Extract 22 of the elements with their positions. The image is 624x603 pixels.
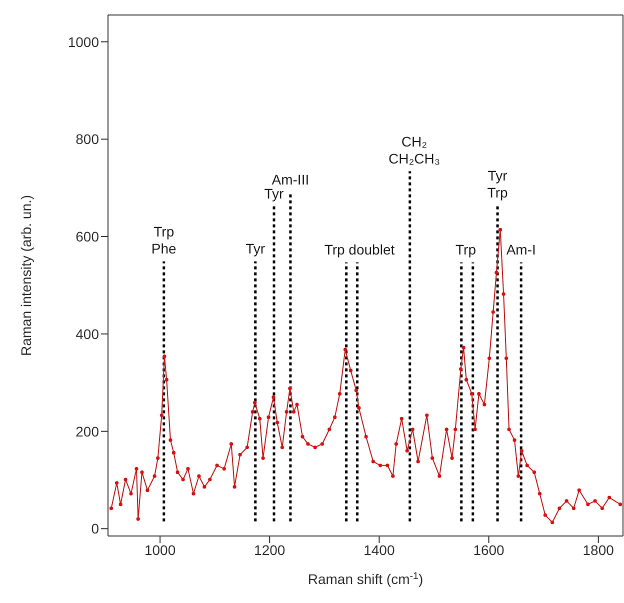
annotation: Trp Phe [151,223,177,256]
x-tick-label: 1600 [473,542,505,558]
x-tick-label: 1400 [364,542,395,558]
annotation: Tyr [246,240,266,256]
y-tick-label: 600 [76,228,100,245]
annotation: Am-I [506,241,536,258]
annotation: CH₂ CH₂CH₃ [388,133,440,166]
annotation: Trp doublet [324,241,395,258]
annotation: Tyr Trp [487,167,508,200]
y-tick-label: 0 [91,520,100,537]
x-tick-label: 1200 [254,542,286,558]
y-tick-label: 400 [76,326,100,342]
x-axis-title: Raman shift (cm$^{-1}$) [308,570,424,587]
y-tick-label: 1000 [68,34,100,50]
annotation: Tyr [264,185,284,202]
y-tick-label: 800 [76,131,100,148]
x-tick-label: 1800 [582,542,614,558]
annotation: Am-III [272,172,310,188]
annotation: Trp [456,241,476,258]
y-tick-label: 200 [76,423,100,440]
y-axis-title: Raman intensity (arb. un.) [18,194,34,356]
x-tick-label: 1000 [144,542,176,558]
